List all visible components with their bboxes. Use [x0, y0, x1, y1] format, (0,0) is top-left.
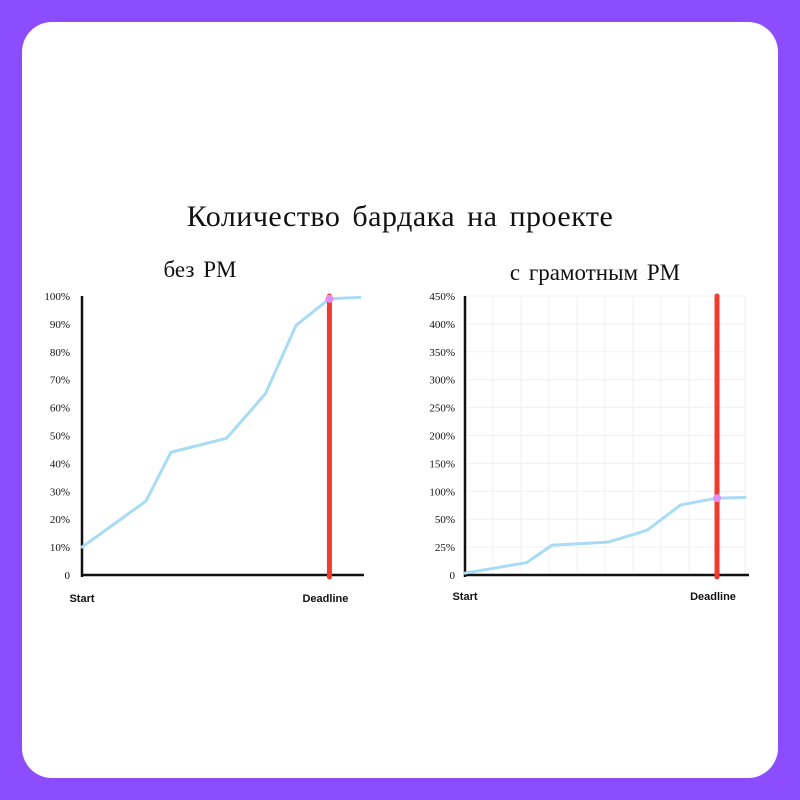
y-tick-label: 80% — [50, 347, 70, 359]
deadline-marker — [713, 494, 721, 503]
y-tick-label: 350% — [429, 347, 455, 359]
y-tick-label: 0 — [450, 570, 456, 582]
y-tick-label: 60% — [50, 403, 70, 415]
y-tick-label: 450% — [429, 291, 455, 303]
x-label-deadline: Deadline — [690, 591, 736, 603]
y-tick-label: 40% — [50, 458, 70, 470]
card-frame — [22, 22, 778, 778]
y-tick-label: 150% — [429, 458, 455, 470]
y-tick-label: 100% — [429, 486, 455, 498]
y-tick-label: 250% — [429, 403, 455, 415]
x-label-start: Start — [452, 591, 477, 603]
y-tick-label: 30% — [50, 486, 70, 498]
y-tick-label: 100% — [44, 291, 70, 303]
series-line — [463, 496, 747, 575]
y-tick-label: 25% — [435, 542, 455, 554]
chart-title-with-pm: с грамотным PM — [509, 260, 681, 285]
y-tick-label: 50% — [50, 431, 70, 443]
series-line — [80, 295, 362, 549]
y-tick-label: 20% — [50, 514, 70, 526]
chart-title-without-pm: без PM — [163, 257, 237, 282]
x-label-start: Start — [69, 593, 94, 605]
x-label-deadline: Deadline — [302, 593, 348, 605]
y-tick-label: 300% — [429, 375, 455, 387]
y-tick-label: 50% — [435, 514, 455, 526]
y-tick-label: 200% — [429, 431, 455, 443]
y-tick-label: 70% — [50, 375, 70, 387]
main-title: Количество бардака на проекте — [186, 200, 614, 233]
y-tick-label: 400% — [429, 319, 455, 331]
deadline-marker — [325, 294, 334, 303]
y-tick-label: 90% — [50, 319, 70, 331]
y-tick-label: 0 — [65, 570, 71, 582]
y-tick-label: 10% — [50, 542, 70, 554]
